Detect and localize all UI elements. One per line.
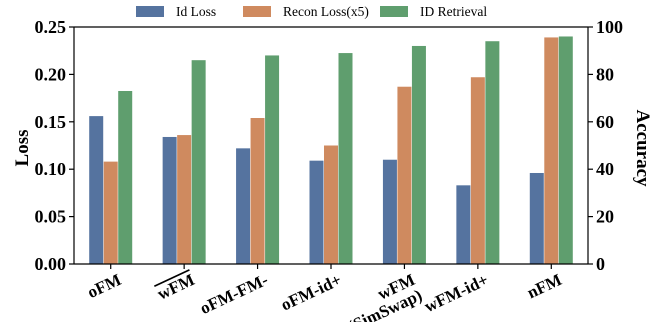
x-tick-label-group: oFM-id+ bbox=[278, 270, 344, 314]
x-tick-label-group: oFM bbox=[84, 270, 124, 302]
bar-recon-loss-x5--0 bbox=[103, 161, 118, 264]
x-tick-label: wFM bbox=[154, 270, 197, 304]
right-tick-label: 100 bbox=[596, 17, 623, 37]
bar-id-loss-6 bbox=[529, 172, 544, 264]
bar-recon-loss-x5--2 bbox=[250, 118, 265, 264]
left-axis-ticks: 0.00 0.05 0.10 0.15 0.20 0.25 bbox=[35, 17, 74, 274]
bar-recon-loss-x5--5 bbox=[470, 77, 485, 265]
bar-id-retrieval-1 bbox=[191, 60, 206, 265]
legend-label: Recon Loss(x5) bbox=[283, 4, 369, 19]
bar-recon-loss-x5--3 bbox=[324, 145, 338, 264]
legend-label: ID Retrieval bbox=[420, 4, 487, 19]
x-tick-label: oFM bbox=[84, 270, 124, 302]
right-axis-ticks: 0 20 40 60 80 100 bbox=[588, 17, 623, 274]
x-tick-label-group: wFM-id+ bbox=[421, 270, 491, 316]
bar-id-loss-0 bbox=[89, 116, 104, 264]
x-tick-label: wFM-id+ bbox=[421, 270, 491, 316]
left-axis-title: Loss bbox=[12, 130, 33, 167]
x-tick-label-group: wFM bbox=[154, 270, 197, 304]
right-tick-label: 20 bbox=[596, 207, 614, 227]
legend-swatch bbox=[136, 6, 164, 17]
right-axis-title: Accuracy bbox=[632, 109, 650, 187]
bar-id-retrieval-4 bbox=[411, 45, 426, 265]
bar-recon-loss-x5--6 bbox=[544, 37, 559, 265]
bar-recon-loss-x5--1 bbox=[177, 135, 192, 264]
bar-id-loss-5 bbox=[456, 185, 471, 264]
x-tick-label-group: nFM bbox=[524, 270, 565, 302]
bar-id-retrieval-6 bbox=[558, 36, 573, 265]
legend-swatch bbox=[380, 6, 408, 17]
bar-id-loss-4 bbox=[382, 159, 397, 264]
bar-id-loss-2 bbox=[236, 148, 251, 264]
bar-id-retrieval-2 bbox=[265, 55, 280, 264]
x-tick-label-group: oFM-FM- bbox=[197, 270, 271, 318]
x-tick-label-group: wFM(SimSwap) bbox=[345, 270, 425, 322]
left-tick-label: 0.20 bbox=[35, 64, 67, 84]
left-tick-label: 0.15 bbox=[35, 112, 67, 132]
bar-id-retrieval-3 bbox=[338, 53, 353, 264]
x-tick-label: oFM-FM- bbox=[197, 270, 271, 318]
legend: Id Loss Recon Loss(x5) ID Retrieval bbox=[136, 4, 487, 19]
bar-id-loss-1 bbox=[162, 136, 177, 264]
category-labels: oFM wFM oFM-FM-oFM-id+ wFM(SimSwap)wFM-id+ n… bbox=[84, 264, 565, 322]
bar-id-retrieval-5 bbox=[485, 41, 500, 264]
right-tick-label: 40 bbox=[596, 159, 614, 179]
x-tick-label: nFM bbox=[524, 270, 565, 302]
legend-label: Id Loss bbox=[176, 4, 216, 19]
left-tick-label: 0.25 bbox=[35, 17, 67, 37]
bar-id-loss-3 bbox=[309, 160, 324, 264]
left-tick-label: 0.05 bbox=[35, 207, 67, 227]
left-tick-label: 0.10 bbox=[35, 159, 67, 179]
right-tick-label: 60 bbox=[596, 112, 614, 132]
bars bbox=[89, 36, 573, 265]
x-tick-label: oFM-id+ bbox=[278, 270, 344, 314]
legend-swatch bbox=[243, 6, 271, 17]
left-tick-label: 0.00 bbox=[35, 254, 67, 274]
right-tick-label: 0 bbox=[596, 254, 605, 274]
bar-id-retrieval-0 bbox=[118, 90, 133, 265]
right-tick-label: 80 bbox=[596, 64, 614, 84]
bar-recon-loss-x5--4 bbox=[397, 86, 412, 264]
